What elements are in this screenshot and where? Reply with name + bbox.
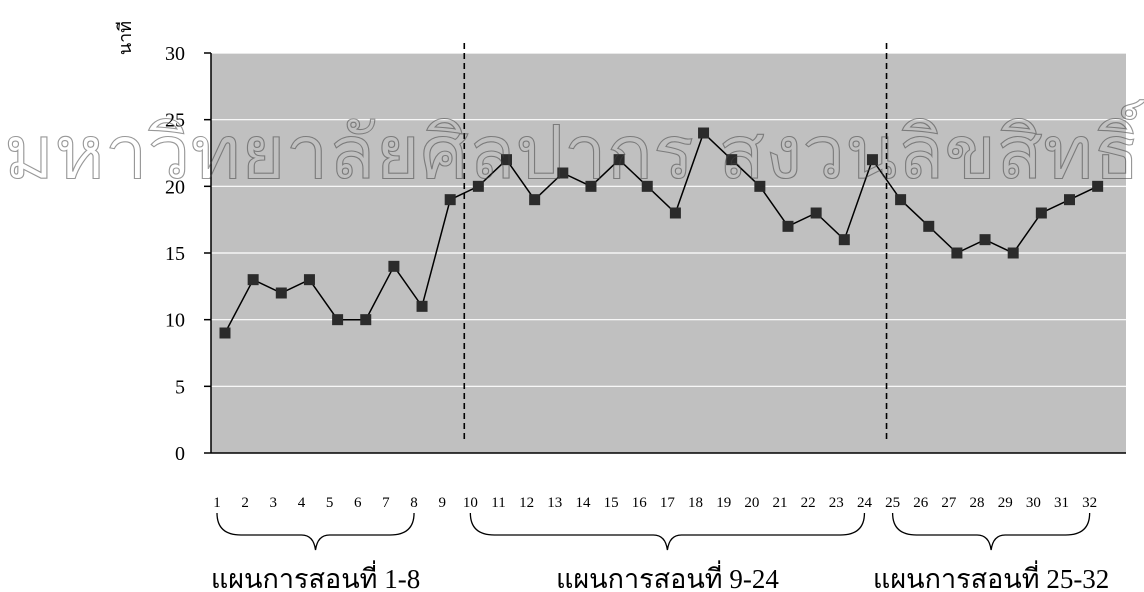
data-point <box>557 167 569 179</box>
data-point <box>1064 194 1075 206</box>
x-tick-label: 8 <box>410 495 418 511</box>
group-label: แผนการสอนที่ 9-24 <box>556 560 779 592</box>
axes <box>204 52 1126 454</box>
data-point <box>866 154 878 166</box>
x-tick-label: 22 <box>801 495 816 511</box>
x-tick-label: 31 <box>1054 495 1069 511</box>
x-tick-label: 19 <box>716 495 731 511</box>
x-tick-labels: 1 2 3 4 5 6 7 8 9 10 11 12 13 14 15 16 17 18 19 20 21 22 23 24 2… <box>213 495 1097 511</box>
x-tick-label: 29 <box>998 495 1013 511</box>
data-point <box>1035 207 1047 219</box>
x-tick-label: 23 <box>829 495 844 511</box>
x-tick-label: 2 <box>241 495 249 511</box>
x-tick-label: 16 <box>632 495 648 511</box>
y-tick-labels: 0 5 10 15 20 25 30 <box>165 43 185 465</box>
y-axis-label: นาที <box>115 21 135 55</box>
data-point <box>501 154 512 166</box>
watermark-text: มหาวิทยาลัยศิลปากร สงวนลิขสิทธิ์ <box>4 99 1144 196</box>
data-point <box>1092 180 1104 192</box>
data-point <box>472 180 484 192</box>
y-tick-label: 0 <box>175 443 185 465</box>
data-point <box>613 154 625 166</box>
data-point <box>979 234 991 246</box>
data-point <box>360 314 372 326</box>
group-brace <box>216 512 415 551</box>
data-point <box>247 274 259 286</box>
data-point <box>219 327 231 339</box>
y-tick-label: 25 <box>165 110 185 132</box>
x-tick-label: 26 <box>913 495 929 511</box>
x-tick-label: 28 <box>970 495 985 511</box>
y-tick-label: 5 <box>175 376 185 398</box>
data-point <box>444 194 456 206</box>
data-series <box>219 127 1104 339</box>
x-tick-label: 10 <box>463 495 478 511</box>
data-point <box>895 194 907 206</box>
x-tick-label: 14 <box>575 495 591 511</box>
x-tick-label: 9 <box>438 495 446 511</box>
x-tick-label: 3 <box>270 495 278 511</box>
data-point <box>529 194 541 206</box>
x-tick-label: 5 <box>326 495 334 511</box>
data-point <box>838 234 850 246</box>
data-point <box>810 207 822 219</box>
data-point <box>1007 247 1019 259</box>
x-tick-label: 17 <box>660 495 676 511</box>
x-tick-label: 25 <box>885 495 900 511</box>
x-tick-label: 30 <box>1026 495 1041 511</box>
x-tick-label: 12 <box>519 495 534 511</box>
x-tick-label: 6 <box>354 495 362 511</box>
x-tick-label: 21 <box>773 495 788 511</box>
data-point <box>669 207 681 219</box>
y-tick-label: 10 <box>165 310 185 332</box>
x-tick-label: 7 <box>382 495 390 511</box>
x-tick-label: 20 <box>744 495 759 511</box>
group-brace <box>469 512 866 551</box>
x-tick-label: 4 <box>298 495 306 511</box>
group-braces: แผนการสอนที่ 1-8 แผนการสอนที่ 9-24 แผนการส… <box>211 512 1109 592</box>
y-tick-label: 15 <box>165 243 185 265</box>
data-point <box>782 220 794 232</box>
data-point <box>726 154 738 166</box>
data-point <box>275 287 287 299</box>
data-point <box>641 180 653 192</box>
data-point <box>754 180 766 192</box>
x-tick-label: 27 <box>941 495 957 511</box>
x-tick-label: 24 <box>857 495 873 511</box>
y-tick-label: 20 <box>165 176 185 198</box>
phase-divider-lines <box>463 43 888 441</box>
y-tick-label: 30 <box>165 43 185 65</box>
group-label: แผนการสอนที่ 1-8 <box>211 560 420 592</box>
x-tick-label: 11 <box>491 495 505 511</box>
x-tick-label: 32 <box>1082 495 1097 511</box>
data-point <box>585 180 597 192</box>
data-point <box>951 247 963 259</box>
data-point <box>698 127 710 139</box>
x-tick-label: 18 <box>688 495 703 511</box>
data-point <box>923 220 935 232</box>
data-point <box>416 300 428 312</box>
x-tick-label: 15 <box>604 495 619 511</box>
x-tick-label: 1 <box>213 495 221 511</box>
x-tick-label: 13 <box>547 495 562 511</box>
group-label: แผนการสอนที่ 25-32 <box>873 560 1109 592</box>
data-point <box>388 260 400 272</box>
group-brace <box>891 512 1091 551</box>
data-point <box>303 274 315 286</box>
data-point <box>332 314 344 326</box>
